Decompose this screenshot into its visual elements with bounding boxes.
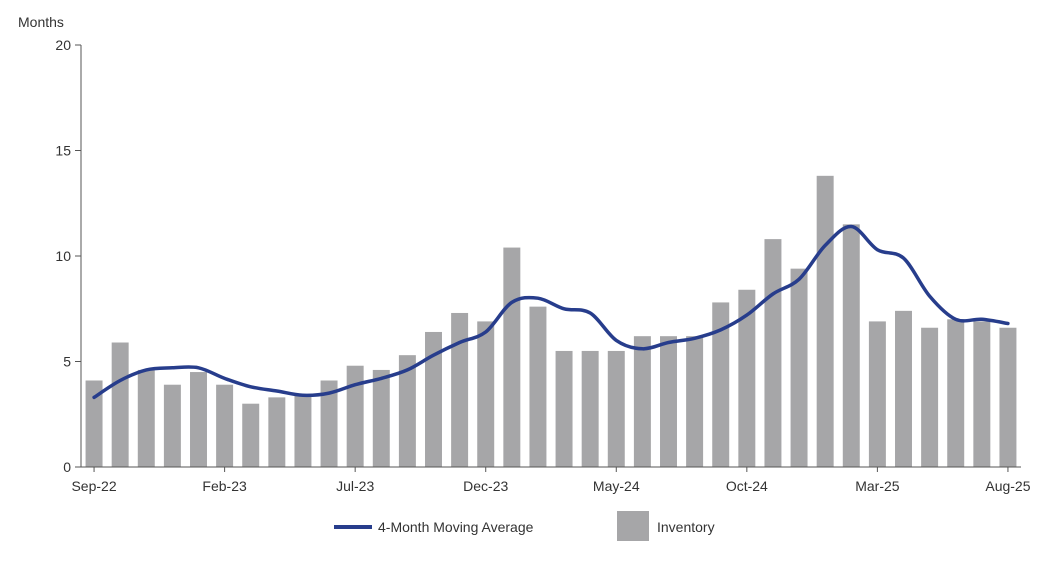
x-tick-label: Dec-23 <box>463 478 508 494</box>
bar-May-24 <box>607 350 625 467</box>
y-tick-label: 5 <box>63 354 71 370</box>
bar-Apr-23 <box>268 397 286 467</box>
moving-average-line <box>92 224 1010 400</box>
line-series <box>92 224 1010 400</box>
bar-Feb-23 <box>216 384 234 467</box>
bar-Nov-22 <box>137 369 155 467</box>
bar-Jun-23 <box>320 380 338 467</box>
bar-Oct-22 <box>111 342 129 467</box>
bar-Apr-25 <box>895 310 912 467</box>
bar-Dec-22 <box>163 384 181 467</box>
bar-Sep-24 <box>712 302 730 467</box>
bar-Nov-23 <box>451 312 469 467</box>
x-tick-label: Oct-24 <box>726 478 768 494</box>
bar-Jul-24 <box>660 336 677 467</box>
bar-Feb-25 <box>842 224 860 467</box>
y-tick-label: 10 <box>55 248 71 264</box>
bar-May-25 <box>921 327 939 467</box>
axes <box>80 45 1021 468</box>
bar-Aug-25 <box>999 327 1017 467</box>
y-tick-label: 0 <box>63 459 71 475</box>
x-tick-label: Jul-23 <box>336 478 374 494</box>
bar-Apr-24 <box>581 350 599 467</box>
bar-Jul-25 <box>973 321 991 467</box>
bar-Nov-24 <box>764 239 782 467</box>
bar-series <box>85 175 1017 467</box>
y-axis-label: Months <box>18 14 64 30</box>
legend-line-label: 4-Month Moving Average <box>378 519 534 535</box>
legend-bar-swatch <box>617 511 649 541</box>
bar-Dec-24 <box>790 268 808 467</box>
x-tick-label: Sep-22 <box>71 478 116 494</box>
bar-Sep-22 <box>85 380 103 467</box>
x-tick-label: Mar-25 <box>855 478 900 494</box>
bar-Jun-24 <box>633 336 651 467</box>
x-tick-label: Feb-23 <box>202 478 247 494</box>
legend: 4-Month Moving Average Inventory <box>334 511 715 541</box>
bar-Feb-24 <box>529 306 547 467</box>
bar-Jul-23 <box>346 365 364 467</box>
legend-bar-label: Inventory <box>657 519 715 535</box>
y-tick-label: 15 <box>55 143 71 159</box>
y-tick-label: 20 <box>55 37 71 53</box>
bar-Jan-23 <box>190 372 207 467</box>
bar-Aug-23 <box>372 369 390 467</box>
x-axis: Sep-22 Feb-23 Jul-23 Dec-23 May-24 Oct-24 Mar-… <box>71 467 1031 494</box>
bar-Dec-23 <box>477 321 495 467</box>
x-tick-label: May-24 <box>593 478 640 494</box>
bar-Jan-24 <box>503 247 521 467</box>
bar-Oct-24 <box>738 289 756 467</box>
bar-May-23 <box>294 395 312 467</box>
bar-Oct-23 <box>425 331 442 467</box>
bar-Jan-25 <box>816 175 834 467</box>
bar-Mar-24 <box>555 350 573 467</box>
y-axis: 0 5 10 15 20 <box>55 37 81 475</box>
x-tick-label: Aug-25 <box>985 478 1030 494</box>
bar-Jun-25 <box>947 319 965 467</box>
bar-Mar-23 <box>242 403 260 467</box>
bar-Mar-25 <box>868 321 886 467</box>
bar-Sep-23 <box>398 355 416 467</box>
bar-Aug-24 <box>686 336 704 467</box>
